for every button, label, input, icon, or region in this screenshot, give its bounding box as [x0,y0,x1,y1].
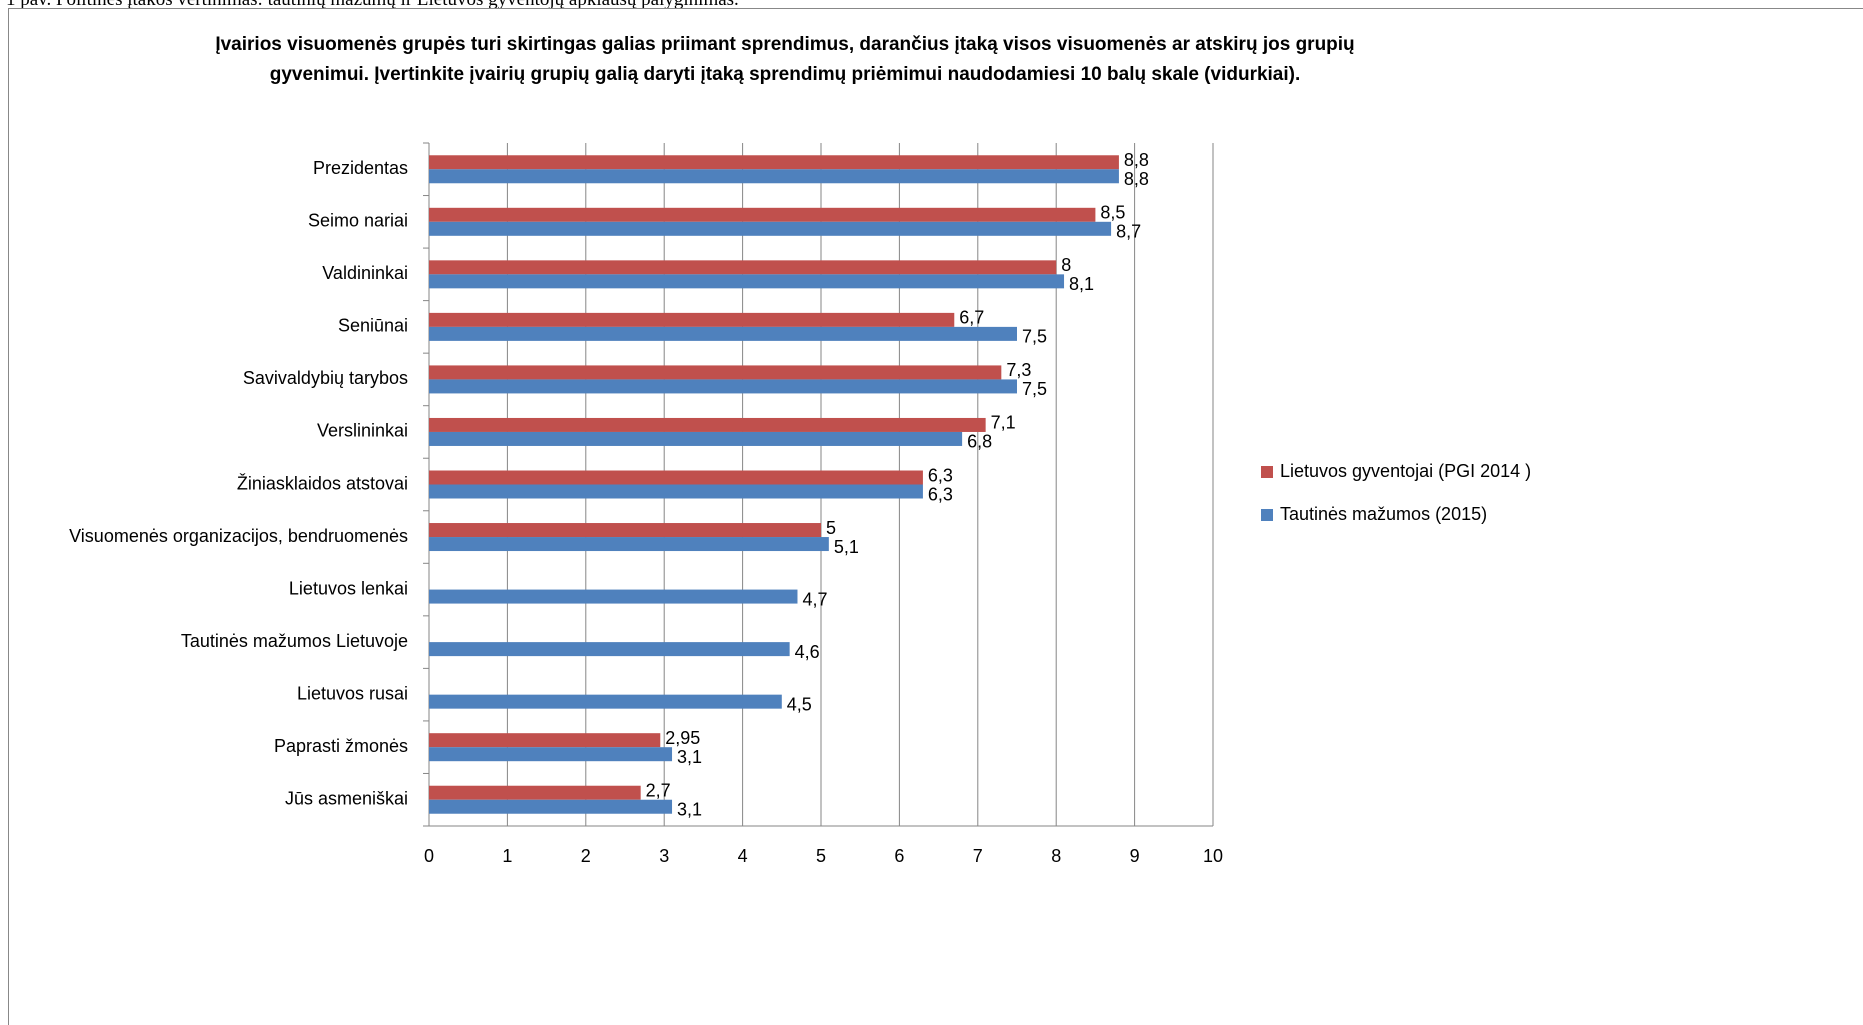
y-tick-label: Visuomenės organizacijos, bendruomenės [69,526,408,546]
data-label: 7,5 [1022,327,1047,347]
data-label: 8,7 [1116,222,1141,242]
legend-label: Tautinės mažumos (2015) [1280,504,1487,524]
bar [429,431,963,446]
data-label: 7,1 [991,413,1016,433]
bar [429,207,1096,222]
y-tick-label: Paprasti žmonės [274,736,408,756]
data-label: 3,1 [677,799,702,819]
bar [429,155,1119,170]
chart-border [8,8,1863,1025]
chart-title: Įvairios visuomenės grupės turi skirting… [215,34,1355,85]
x-tick-label: 0 [424,846,434,866]
bar [429,326,1017,341]
y-tick-label: Valdininkai [322,263,408,283]
bar [429,274,1065,289]
data-label: 8,8 [1124,169,1149,189]
bar [429,537,829,552]
bar [429,642,790,657]
y-tick-label: Lietuvos rusai [297,683,408,703]
x-tick-label: 2 [581,846,591,866]
x-tick-label: 9 [1130,846,1140,866]
bar [429,221,1112,236]
legend-label: Lietuvos gyventojai (PGI 2014 ) [1280,461,1531,481]
data-label: 4,6 [795,642,820,662]
x-tick-label: 6 [894,846,904,866]
bar [429,694,782,709]
data-label: 7,5 [1022,379,1047,399]
legend-swatch [1261,509,1273,521]
bar [429,470,923,485]
bar [429,589,798,604]
bar [429,379,1017,394]
y-tick-label: Prezidentas [313,158,408,178]
bar [429,169,1119,184]
data-label: 4,5 [787,694,812,714]
data-label: 6,8 [967,432,992,452]
y-tick-label: Žiniasklaidos atstovai [237,473,408,493]
caption: 1 pav. Politinės įtakos vertinimas: taut… [6,0,739,11]
data-label: 5 [826,518,836,538]
y-tick-label: Lietuvos lenkai [289,578,408,598]
data-label: 8,5 [1100,203,1125,223]
data-label: 6,7 [959,308,984,328]
y-tick-label: Jūs asmeniškai [285,788,408,808]
x-tick-label: 10 [1203,846,1223,866]
y-tick-label: Verslininkai [317,421,408,441]
data-label: 7,3 [1006,360,1031,380]
y-tick-label: Seniūnai [338,316,408,336]
data-label: 6,3 [928,484,953,504]
y-tick-label: Seimo nariai [308,211,408,231]
bar [429,733,661,748]
data-label: 4,7 [802,589,827,609]
data-label: 8,1 [1069,274,1094,294]
bar [429,799,673,814]
bar [429,523,821,538]
data-label: 8 [1061,255,1071,275]
bar [429,747,673,762]
x-tick-label: 7 [973,846,983,866]
bar [429,365,1002,380]
data-label: 2,7 [646,780,671,800]
x-tick-label: 3 [659,846,669,866]
x-tick-label: 1 [502,846,512,866]
data-label: 5,1 [834,537,859,557]
data-label: 8,8 [1124,150,1149,170]
data-label: 3,1 [677,747,702,767]
data-label: 6,3 [928,465,953,485]
y-tick-label: Tautinės mažumos Lietuvoje [181,631,408,651]
x-tick-label: 5 [816,846,826,866]
x-tick-label: 4 [738,846,748,866]
bar [429,260,1057,275]
bar [429,785,641,800]
x-tick-label: 8 [1051,846,1061,866]
y-tick-label: Savivaldybių tarybos [243,368,408,388]
legend-swatch [1261,466,1273,478]
bar [429,417,986,432]
bar [429,312,955,327]
data-label: 2,95 [665,728,700,748]
bar [429,484,923,499]
